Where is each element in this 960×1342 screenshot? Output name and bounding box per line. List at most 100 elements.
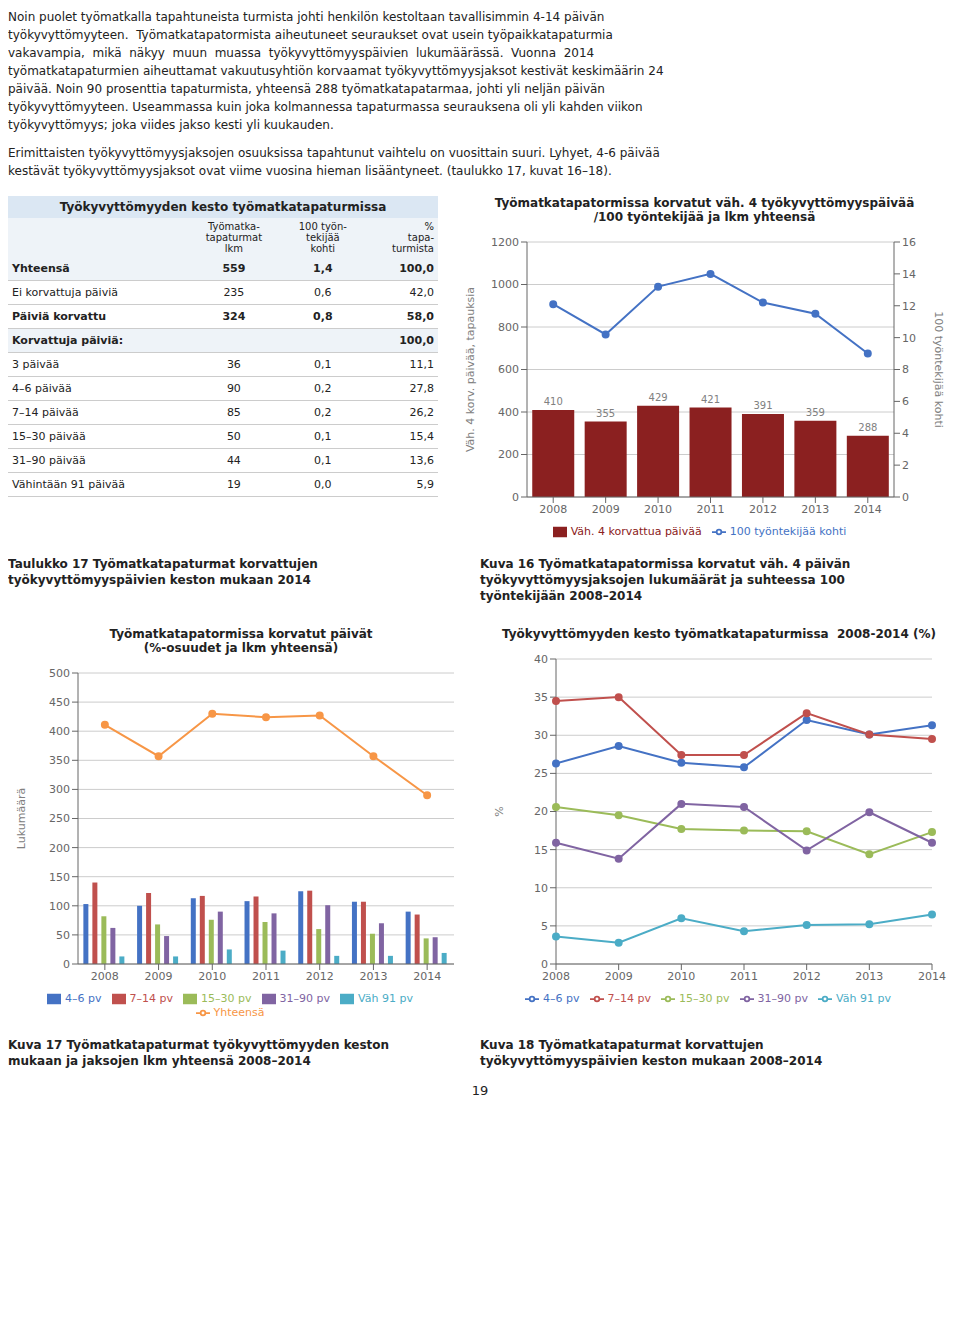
html-text:7–14 pv: 7–14 pv [607,991,652,1005]
svg-text:14: 14 [902,268,916,281]
svg-text:2010: 2010 [644,503,672,516]
html-text:työkyvyttömyys; joka viides ja: työkyvyttömyys; joka viides jakso kesti … [8,118,334,132]
html-text:Työmatkatapatormissa korvatut: Työmatkatapatormissa korvatut päivät [109,626,373,641]
html-text:päivää. Noin 90 prosenttia tap: päivää. Noin 90 prosenttia tapaturmista,… [8,82,605,96]
svg-text:%: % [493,806,506,816]
svg-text:100 työntekijää kohti: 100 työntekijää kohti [932,311,945,428]
svg-text:300: 300 [49,783,70,796]
svg-text:410: 410 [544,396,563,407]
html-text:Työkyvyttömyyden kesto työmatk: Työkyvyttömyyden kesto työmatkatapaturmi… [502,626,936,641]
svg-text:200: 200 [49,841,70,854]
html-text:Erimittaisten työkyvyttömyysja: Erimittaisten työkyvyttömyysjaksojen osu… [8,146,660,160]
html-text:kestävät työkyvyttömyysjaksot: kestävät työkyvyttömyysjaksot ovat viime… [8,164,612,178]
svg-text:2010: 2010 [667,969,695,982]
html-text:4–6 pv: 4–6 pv [65,991,102,1005]
svg-text:2011: 2011 [252,969,280,982]
svg-text:2011: 2011 [697,503,725,516]
svg-text:400: 400 [49,725,70,738]
svg-text:10: 10 [902,332,916,345]
svg-text:421: 421 [701,394,720,405]
svg-text:0: 0 [541,957,548,970]
svg-text:40: 40 [534,652,548,665]
html-text:Väh 91 pv: Väh 91 pv [358,991,413,1005]
svg-text:250: 250 [49,812,70,825]
html-text:Kuva 17 Työmatkatapaturmat työ: Kuva 17 Työmatkatapaturmat työkyvyttömyy… [8,1037,390,1068]
svg-text:6: 6 [902,395,909,408]
html-text:100 työn- tekijää kohti: 100 työn- tekijää kohti [298,221,347,254]
svg-text:100: 100 [49,899,70,912]
html-text:7–14 pv: 7–14 pv [129,991,174,1005]
svg-text:600: 600 [498,363,519,376]
svg-text:2013: 2013 [359,969,387,982]
html-text:työmatkatapaturmien aiheuttama: työmatkatapaturmien aiheuttamat vakuutus… [8,64,664,78]
svg-text:150: 150 [49,870,70,883]
svg-text:15: 15 [534,843,548,856]
svg-text:500: 500 [49,666,70,679]
svg-text:8: 8 [902,363,909,376]
svg-text:20: 20 [534,805,548,818]
svg-text:800: 800 [498,321,519,334]
html-text:työkyvyttömyyteen. Useammassa: työkyvyttömyyteen. Useammassa kuin joka … [8,100,643,114]
svg-text:2009: 2009 [605,969,633,982]
svg-text:2014: 2014 [413,969,441,982]
svg-text:288: 288 [858,422,877,433]
svg-text:2013: 2013 [801,503,829,516]
svg-text:5: 5 [541,919,548,932]
html-text:15–30 pv: 15–30 pv [679,991,730,1005]
svg-text:16: 16 [902,236,916,249]
svg-text:25: 25 [534,767,548,780]
html-text:31–90 pv: 31–90 pv [279,991,330,1005]
svg-text:200: 200 [498,448,519,461]
html-text:19: 19 [471,1082,489,1098]
svg-text:2008: 2008 [539,503,567,516]
html-text:Noin puolet työmatkalla tapaht: Noin puolet työmatkalla tapahtuneista tu… [8,10,605,24]
svg-text:1200: 1200 [491,236,519,249]
svg-text:2009: 2009 [592,503,620,516]
svg-text:35: 35 [534,691,548,704]
html-text:4–6 pv: 4–6 pv [543,991,580,1005]
svg-text:Lukumäärä: Lukumäärä [15,787,28,848]
html-text:Työmatka- tapaturmat lkm: Työmatka- tapaturmat lkm [205,221,263,254]
svg-text:2: 2 [902,459,909,472]
svg-text:4: 4 [902,427,909,440]
html-text:työkyvyttömyyteen. Työmatkatap: työkyvyttömyyteen. Työmatkatapatormista … [8,28,613,42]
svg-text:429: 429 [649,392,668,403]
svg-text:12: 12 [902,300,916,313]
svg-text:2013: 2013 [855,969,883,982]
svg-text:2009: 2009 [145,969,173,982]
svg-text:0: 0 [902,491,909,504]
svg-text:350: 350 [49,754,70,767]
svg-text:2008: 2008 [91,969,119,982]
svg-text:355: 355 [596,408,615,419]
html-text:(%-osuudet ja lkm yhteensä): (%-osuudet ja lkm yhteensä) [143,640,339,655]
svg-text:400: 400 [498,406,519,419]
html-text:Kuva 16 Työmatkatapatormissa k: Kuva 16 Työmatkatapatormissa korvatut vä… [480,557,851,604]
html-text:vakavampia, mikä näkyy muun mu: vakavampia, mikä näkyy muun muassa työky… [8,46,595,60]
svg-text:450: 450 [49,696,70,709]
html-text:15–30 pv: 15–30 pv [201,991,252,1005]
svg-text:2012: 2012 [306,969,334,982]
svg-text:50: 50 [56,928,70,941]
svg-text:391: 391 [753,400,772,411]
svg-text:2012: 2012 [749,503,777,516]
html-text:Työmatkatapatormissa korvatut: Työmatkatapatormissa korvatut väh. 4 työ… [494,196,915,210]
svg-text:2008: 2008 [542,969,570,982]
svg-text:2014: 2014 [854,503,882,516]
svg-text:Väh. 4 korv. päivää, tapauksia: Väh. 4 korv. päivää, tapauksia [464,287,477,452]
html-text:Taulukko 17 Työmatkatapaturmat: Taulukko 17 Työmatkatapaturmat korvattuj… [8,557,318,588]
svg-text:30: 30 [534,729,548,742]
svg-text:2012: 2012 [793,969,821,982]
html-text:% tapa- turmista: % tapa- turmista [392,221,434,254]
svg-text:359: 359 [806,407,825,418]
html-text:Kuva 18 Työmatkatapaturmat kor: Kuva 18 Työmatkatapaturmat korvattujen t… [480,1037,823,1068]
svg-text:2010: 2010 [198,969,226,982]
html-text:/100 työntekijää ja lkm yhteen: /100 työntekijää ja lkm yhteensä [593,210,816,224]
html-text:Työkyvyttömyyden kesto työmatk: Työkyvyttömyyden kesto työmatkatapaturmi… [59,200,387,214]
svg-text:2011: 2011 [730,969,758,982]
svg-text:10: 10 [534,881,548,894]
svg-text:0: 0 [512,491,519,504]
html-text:Yhteensä: Yhteensä [213,1005,265,1019]
svg-text:1000: 1000 [491,278,519,291]
svg-text:0: 0 [63,957,70,970]
svg-text:2014: 2014 [918,969,946,982]
